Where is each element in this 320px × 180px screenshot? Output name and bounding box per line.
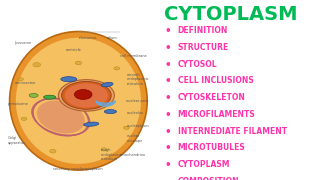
Text: nucleolus: nucleolus [126,111,143,115]
Text: MICROFILAMENTS: MICROFILAMENTS [178,110,255,119]
Text: CYTOPLASM: CYTOPLASM [178,160,230,169]
Text: •: • [165,26,172,36]
Text: cell membrane: cell membrane [120,54,147,58]
Text: cytoplasm: cytoplasm [85,167,103,171]
Text: •: • [165,127,172,137]
Ellipse shape [62,81,111,109]
Text: nuclear pore: nuclear pore [126,99,149,103]
Ellipse shape [29,93,38,97]
Text: cilium: cilium [107,36,118,40]
Text: INTERNEDIATE FILAMENT: INTERNEDIATE FILAMENT [178,127,287,136]
Text: CYTOSKELETON: CYTOSKELETON [178,93,245,102]
Ellipse shape [61,77,77,82]
Text: CYTOPLASM: CYTOPLASM [164,5,297,24]
Text: CYTOSOL: CYTOSOL [178,60,217,69]
Text: smooth
endoplasmic
reticulum: smooth endoplasmic reticulum [126,73,149,86]
Ellipse shape [10,31,147,170]
Circle shape [75,61,82,65]
Text: •: • [165,60,172,70]
Ellipse shape [101,82,113,87]
Text: •: • [165,160,172,170]
Text: MICROTUBULES: MICROTUBULES [178,143,245,152]
Text: •: • [165,43,172,53]
Circle shape [114,67,120,70]
Text: nucleoplasm: nucleoplasm [126,124,149,128]
Text: ribosomes: ribosomes [78,36,97,40]
Text: •: • [165,110,172,120]
Circle shape [18,78,23,81]
Circle shape [50,149,56,153]
Ellipse shape [16,38,141,164]
Text: •: • [165,76,172,86]
Text: secretary vesicles: secretary vesicles [53,167,85,171]
Text: centrosome: centrosome [14,81,36,85]
Text: •: • [165,93,172,103]
Text: CELL INCLUSIONS: CELL INCLUSIONS [178,76,253,85]
Text: peroxisome: peroxisome [8,102,29,106]
Ellipse shape [104,110,116,114]
Ellipse shape [44,95,56,99]
Circle shape [21,117,27,120]
Text: STRUCTURE: STRUCTURE [178,43,229,52]
Text: Golgi
apparatus: Golgi apparatus [8,136,26,145]
Text: DEFINITION: DEFINITION [178,26,228,35]
Ellipse shape [84,122,99,126]
Ellipse shape [75,89,92,99]
Circle shape [101,148,107,151]
Text: COMPOSITION.: COMPOSITION. [178,177,242,180]
Ellipse shape [59,80,115,111]
Ellipse shape [65,83,108,108]
Ellipse shape [37,101,85,133]
Text: •: • [165,143,172,153]
Circle shape [124,126,129,129]
Text: nuclear
envelope: nuclear envelope [126,134,143,143]
Text: lysosome: lysosome [14,41,31,45]
Text: rough
endoplasmic
reticulum: rough endoplasmic reticulum [101,148,124,161]
Text: mitochondrion: mitochondrion [120,153,146,157]
Text: centriole: centriole [66,48,81,52]
Circle shape [33,63,41,67]
